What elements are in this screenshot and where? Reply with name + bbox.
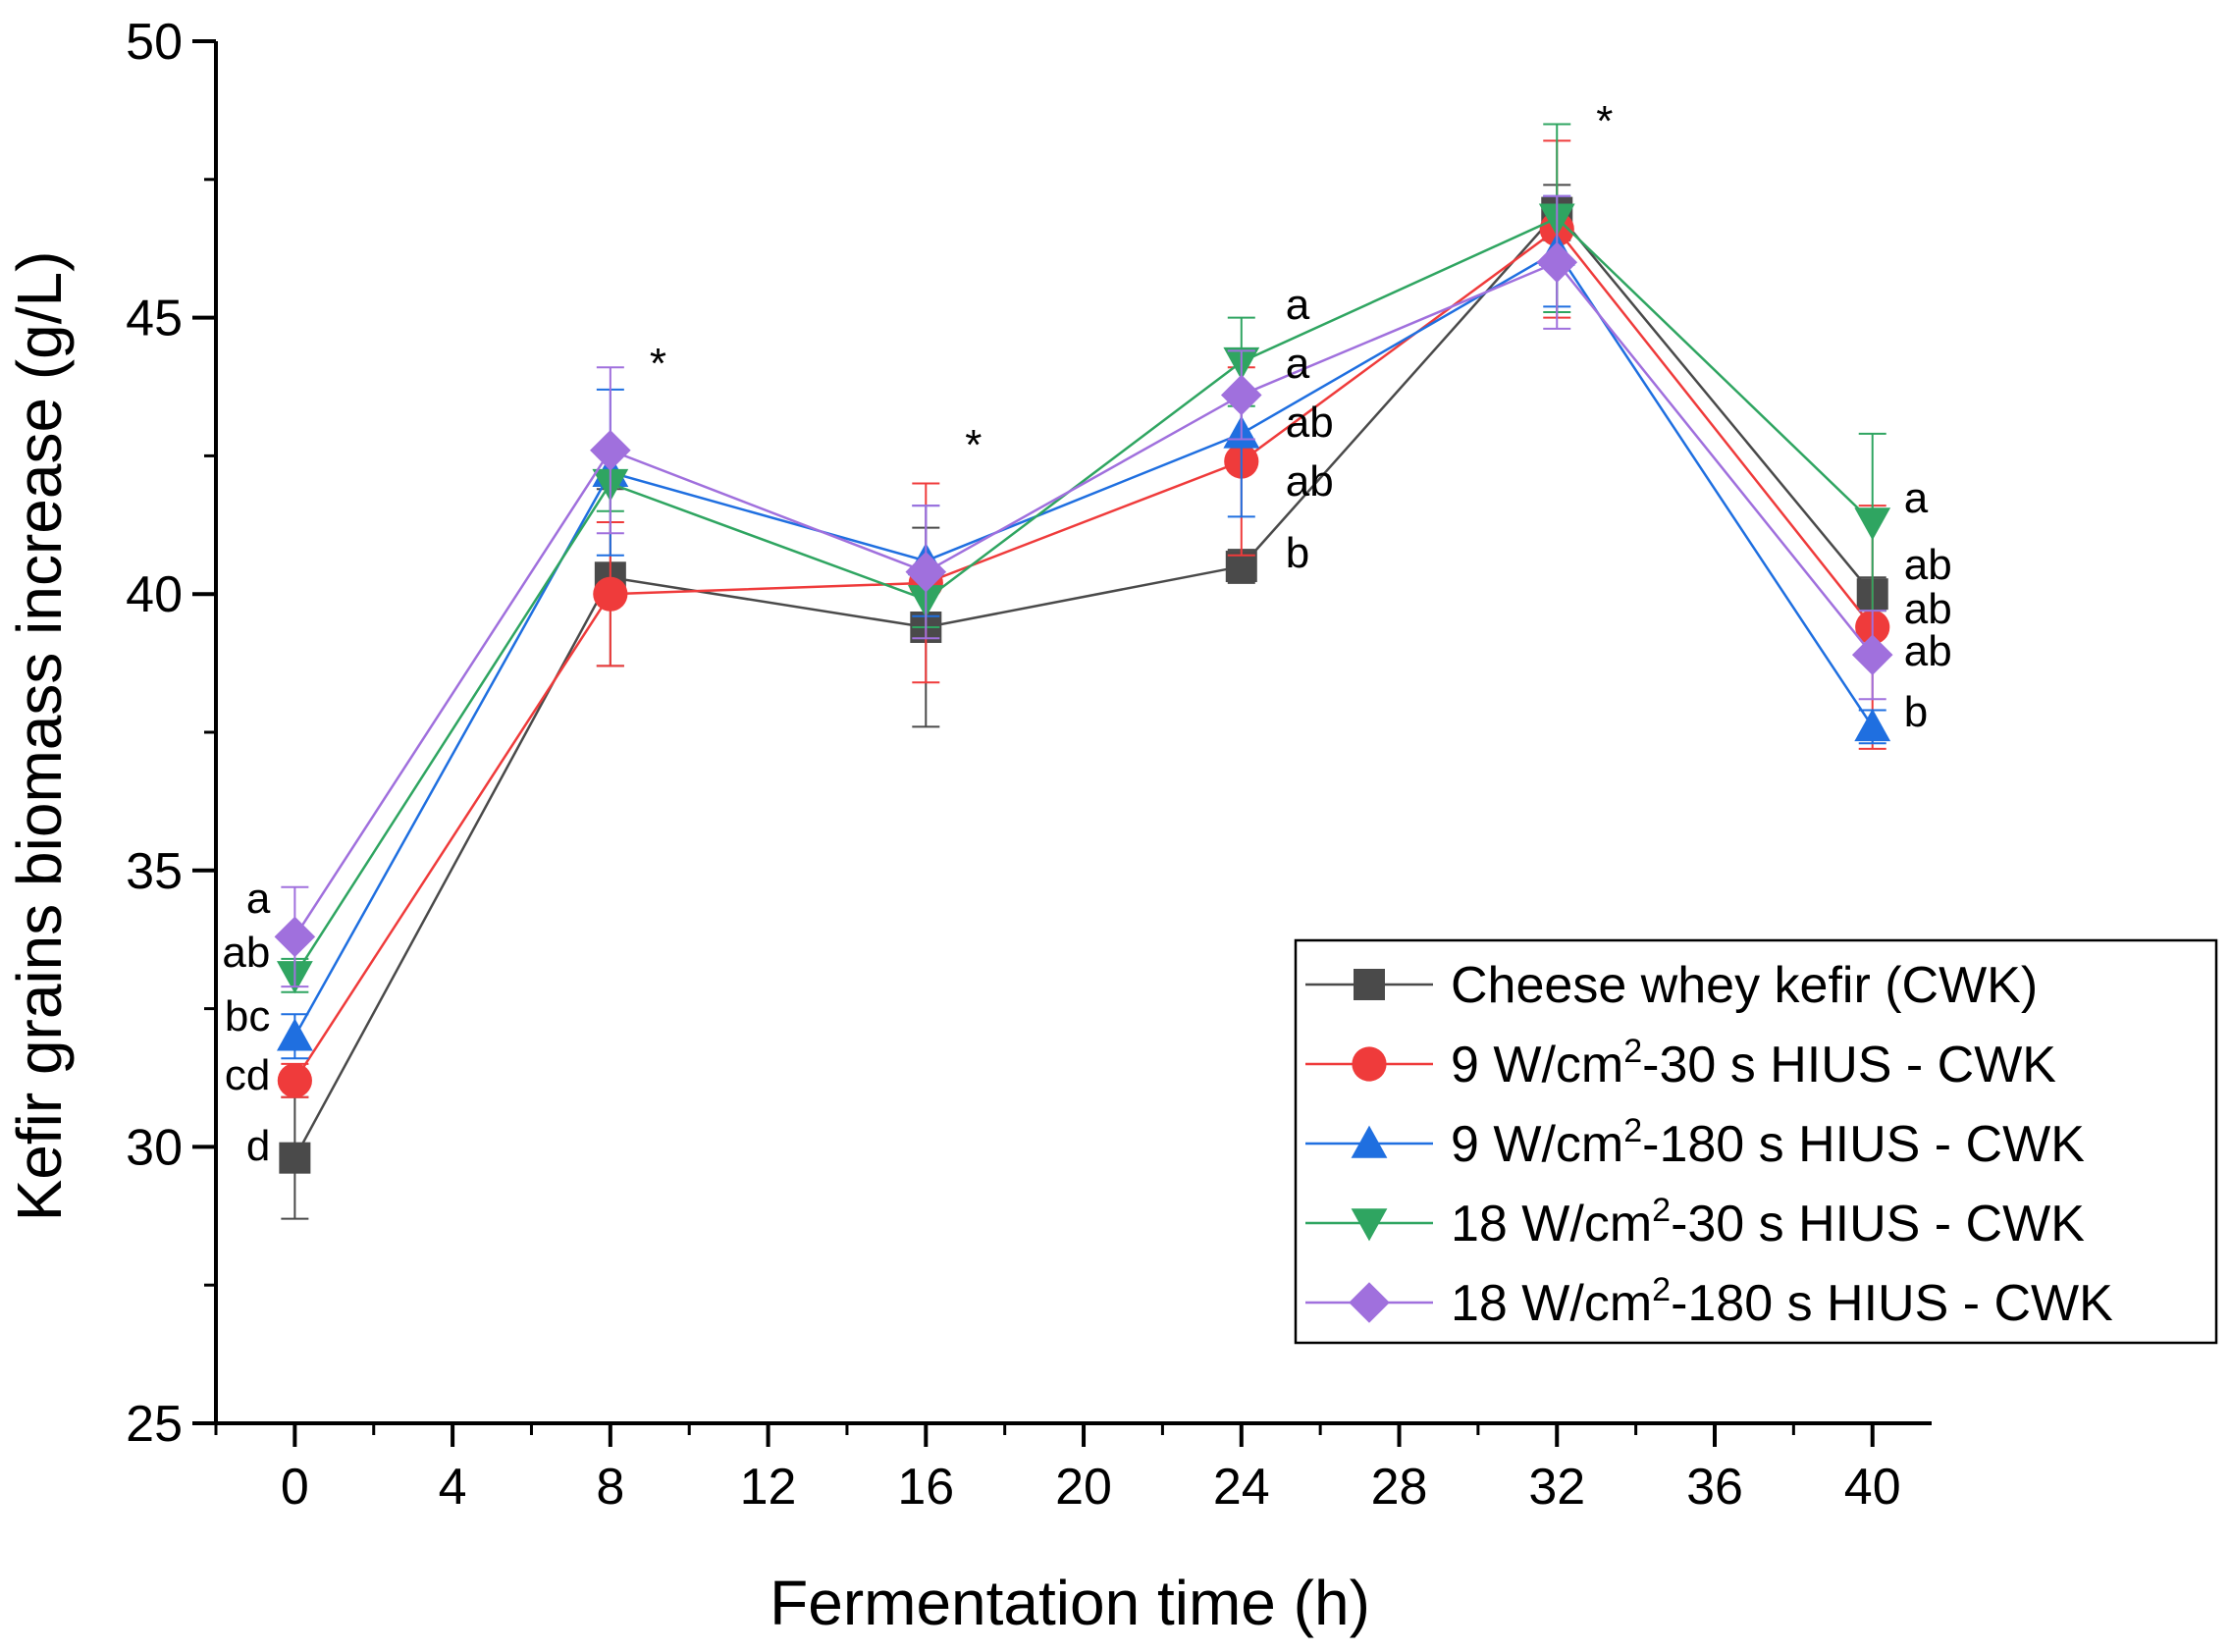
series-line [293,227,1874,1082]
x-tick-label: 20 [1055,1459,1112,1516]
significance-star: * [650,340,666,388]
series-3 [276,123,1891,994]
legend-label: 9 W/cm2-30 s HIUS - CWK [1451,1033,2056,1093]
significance-letter: a [1904,474,1929,522]
series-4 [274,194,1893,988]
x-tick-label: 24 [1213,1459,1270,1516]
significance-letter: ab [1904,627,1952,675]
significance-letter: cd [225,1051,270,1099]
legend-marker [1349,1282,1390,1323]
y-axis-title: Kefir grains biomass increase (g/L) [4,251,75,1222]
legend-marker [1351,1208,1388,1242]
x-axis-title: Fermentation time (h) [770,1568,1370,1638]
significance-letter: a [1286,281,1310,329]
significance-letter: ab [222,929,270,977]
data-point [276,1018,313,1051]
data-point [1851,634,1893,675]
series-line [293,260,1874,938]
y-tick-label: 50 [126,14,183,71]
significance-letter: ab [1286,457,1334,506]
significance-star: * [1596,97,1613,145]
significance-letter: b [1286,529,1309,577]
legend-label: 18 W/cm2-180 s HIUS - CWK [1451,1271,2113,1332]
legend-label: 9 W/cm2-180 s HIUS - CWK [1451,1112,2085,1173]
significance-letter: bc [225,992,270,1040]
x-tick-label: 8 [596,1459,624,1516]
legend-marker [1352,1046,1387,1082]
x-tick-label: 4 [439,1459,467,1516]
data-point [905,551,947,593]
legend-label: Cheese whey kefir (CWK) [1451,957,2038,1014]
data-point [1536,241,1578,284]
series-line [293,216,1874,977]
legend-item-3: 18 W/cm2-30 s HIUS - CWK [1305,1192,2085,1252]
significance-letter: ab [1904,541,1952,589]
series-line [293,249,1874,1038]
x-tick-label: 0 [281,1459,309,1516]
significance-letter: d [246,1122,270,1170]
significance-letter: ab [1286,399,1334,447]
legend-item-1: 9 W/cm2-30 s HIUS - CWK [1305,1033,2056,1093]
y-tick-label: 40 [126,566,183,623]
significance-letter: ab [1904,585,1952,633]
data-point [1220,374,1262,416]
data-point [279,1142,311,1174]
x-tick-label: 40 [1844,1459,1901,1516]
significance-letter: a [1286,340,1310,388]
legend: Cheese whey kefir (CWK) 9 W/cm2-30 s HIUS… [1294,938,2218,1345]
legend-box [1294,938,2218,1345]
y-tick-label: 25 [126,1396,183,1453]
x-tick-label: 16 [897,1459,954,1516]
legend-item-0: Cheese whey kefir (CWK) [1305,957,2038,1014]
legend-label: 18 W/cm2-30 s HIUS - CWK [1451,1192,2085,1252]
legend-marker [1351,1125,1388,1158]
data-point [590,429,631,471]
y-tick-label: 45 [126,291,183,347]
y-tick-label: 30 [126,1119,183,1176]
significance-star: * [965,421,982,469]
x-tick-label: 36 [1686,1459,1743,1516]
data-point [274,916,316,958]
x-tick-label: 28 [1371,1459,1428,1516]
data-point [1854,507,1891,541]
legend-item-4: 18 W/cm2-180 s HIUS - CWK [1305,1271,2113,1332]
legend-marker [1354,969,1385,1000]
axes: 25 30 35 40 45 50 0 4 8 12 16 20 24 28 32 36 40 [126,14,1932,1516]
data-point [277,1063,312,1098]
x-tick-label: 32 [1528,1459,1585,1516]
data-point [593,576,628,612]
x-tick-label: 12 [740,1459,797,1516]
significance-letter: b [1904,688,1928,736]
significance-letter: a [246,875,271,923]
y-tick-label: 35 [126,843,183,900]
legend-item-2: 9 W/cm2-180 s HIUS - CWK [1305,1112,2085,1173]
plot-area [274,123,1893,1220]
data-point [1854,708,1891,742]
